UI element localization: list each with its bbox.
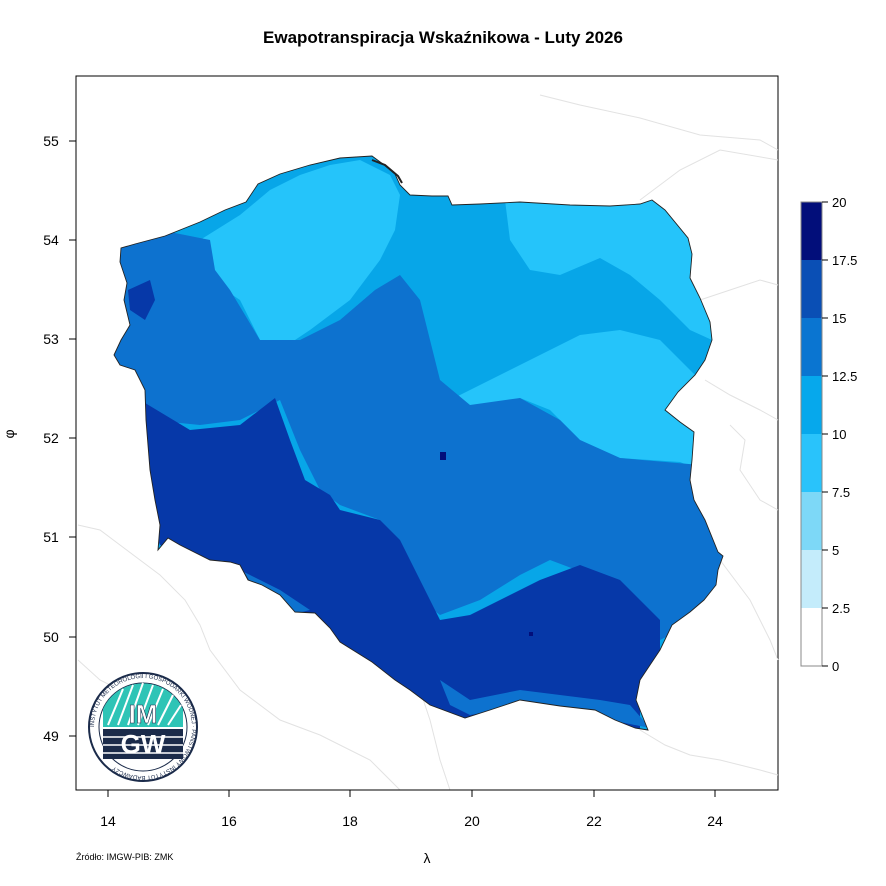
colorbar-band	[801, 376, 822, 434]
y-tick-label: 50	[43, 629, 59, 645]
x-tick-label: 22	[586, 813, 602, 829]
colorbar-band	[801, 260, 822, 318]
y-tick-label: 52	[43, 430, 59, 446]
logo-text-gw: GW	[121, 729, 166, 759]
colorbar-label: 0	[832, 659, 839, 674]
colorbar-band	[801, 608, 822, 666]
colorbar-label: 20	[832, 195, 846, 210]
x-tick-label: 20	[464, 813, 480, 829]
colorbar-label: 7.5	[832, 485, 850, 500]
colorbar-band	[801, 492, 822, 550]
colorbar-label: 12.5	[832, 369, 857, 384]
colorbar-label: 10	[832, 427, 846, 442]
y-axis-label: φ	[1, 429, 17, 438]
y-tick-label: 55	[43, 133, 59, 149]
field-dark-zone	[140, 398, 660, 730]
colorbar-band	[801, 318, 822, 376]
field-lightest-zone	[200, 160, 712, 470]
colorbar-legend: 20 17.5 15 12.5 10 7.5 5 2.5 0	[800, 195, 857, 674]
x-tick-label: 18	[342, 813, 358, 829]
x-tick-label: 16	[221, 813, 237, 829]
colorbar-label: 2.5	[832, 601, 850, 616]
y-axis: 55 54 53 52 51 50 49	[43, 133, 77, 744]
field-dark-patch	[128, 280, 155, 320]
x-tick-label: 24	[707, 813, 723, 829]
poland-border	[113, 155, 724, 731]
logo-text-im: IM	[129, 699, 158, 729]
neighbor-borders	[77, 94, 779, 791]
x-axis: 14 16 18 20 22 24	[100, 789, 723, 829]
colorbar-band	[801, 550, 822, 608]
colorbar-label: 17.5	[832, 253, 857, 268]
logo-stripes	[107, 682, 182, 726]
colorbar-label: 5	[832, 543, 839, 558]
field-medium-south	[200, 555, 650, 728]
source-note: Źródło: IMGW-PIB: ZMK	[76, 852, 174, 862]
y-tick-label: 53	[43, 331, 59, 347]
colorbar-label: 15	[832, 311, 846, 326]
x-tick-label: 14	[100, 813, 116, 829]
colorbar-band	[801, 434, 822, 492]
evapotranspiration-field	[114, 156, 723, 730]
y-tick-label: 51	[43, 529, 59, 545]
field-medium-zone	[114, 230, 723, 640]
colorbar-band	[801, 202, 822, 260]
map-title: Ewapotranspiracja Wskaźnikowa - Luty 202…	[263, 28, 623, 47]
imgw-logo: IM GW INSTYTUT METEOROLOGII I GOSPODARKI…	[88, 672, 198, 782]
x-axis-label: λ	[424, 850, 431, 866]
hel-peninsula	[371, 159, 403, 184]
y-tick-label: 54	[43, 232, 59, 248]
y-tick-label: 49	[43, 728, 59, 744]
